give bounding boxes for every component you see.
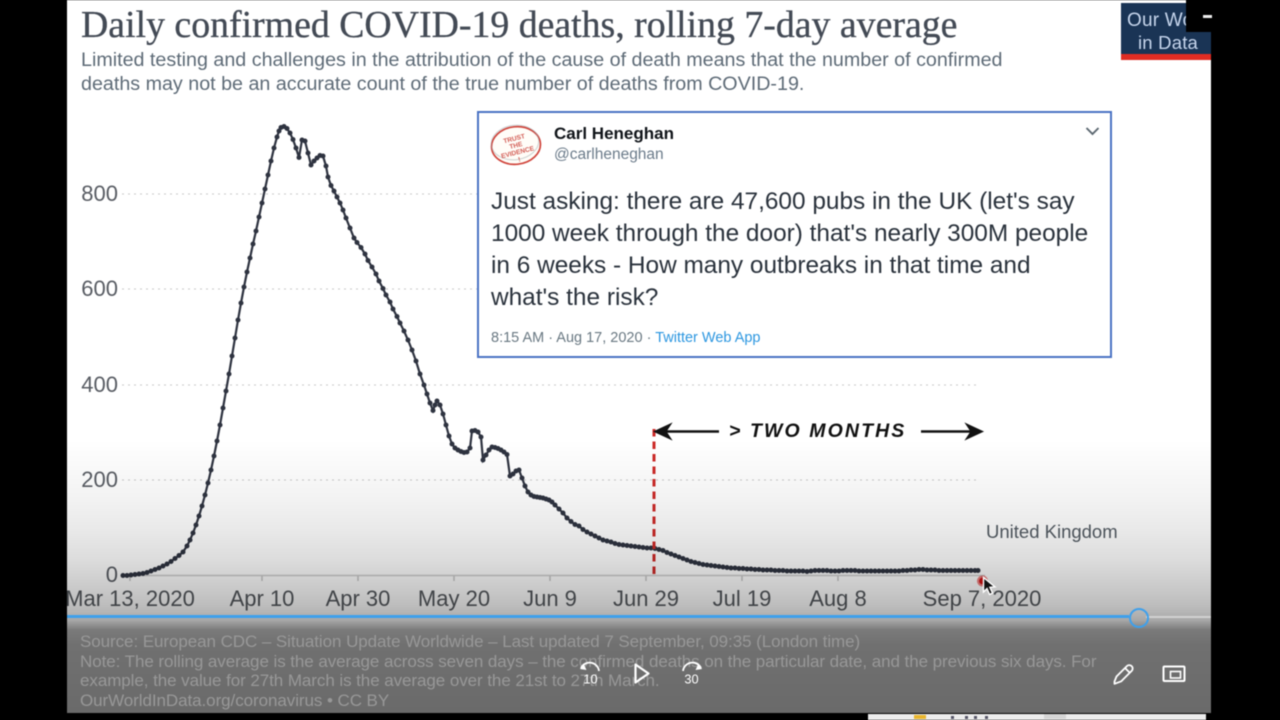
svg-text:10: 10: [583, 672, 597, 687]
svg-text:!: !: [518, 156, 522, 163]
svg-text:30: 30: [684, 672, 698, 687]
svg-text:THE: THE: [509, 141, 524, 151]
